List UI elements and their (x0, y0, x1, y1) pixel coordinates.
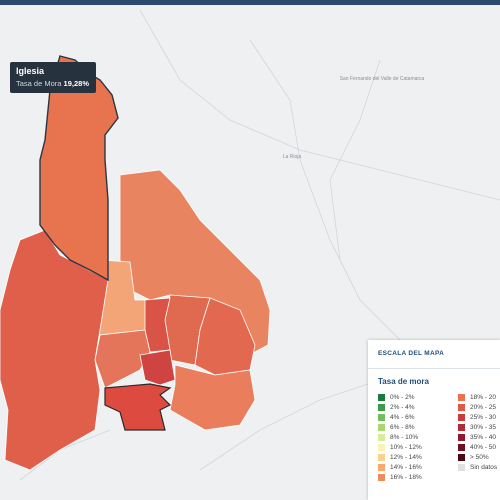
region-selected[interactable] (104, 383, 172, 431)
tooltip-label: Tasa de Mora (16, 79, 62, 88)
region[interactable] (94, 329, 151, 389)
legend-label: 12% - 14% (390, 454, 422, 462)
region-hovered[interactable] (39, 55, 119, 282)
region[interactable] (139, 349, 176, 386)
legend-label: 8% - 10% (390, 434, 419, 442)
top-bar (0, 0, 500, 5)
legend-item[interactable]: 10% - 12% (378, 444, 422, 452)
legend-swatch (458, 394, 465, 401)
legend-label: 30% - 35 (470, 424, 497, 432)
legend-label: 14% - 16% (390, 464, 422, 472)
legend-swatch (378, 444, 385, 451)
legend-item[interactable]: 12% - 14% (378, 454, 422, 462)
legend-label: 0% - 2% (390, 394, 415, 402)
legend-label: 2% - 4% (390, 404, 415, 412)
legend-title: Tasa de mora (378, 377, 429, 386)
legend-swatch (378, 474, 385, 481)
legend-label: > 50% (470, 454, 489, 462)
legend-item[interactable]: > 50% (458, 454, 489, 462)
legend-label: 10% - 12% (390, 444, 422, 452)
legend-item[interactable]: 0% - 2% (378, 394, 415, 402)
legend-swatch (458, 404, 465, 411)
legend-item[interactable]: 40% - 50 (458, 444, 496, 452)
tooltip-line: Tasa de Mora 19,28% (16, 79, 89, 88)
tooltip: Iglesia Tasa de Mora 19,28% (10, 62, 96, 93)
tooltip-title: Iglesia (16, 66, 45, 76)
map-place-label: San Fernando del Valle de Catamarca (340, 76, 425, 82)
legend-item[interactable]: 8% - 10% (378, 434, 418, 442)
legend-label: 4% - 6% (390, 414, 415, 422)
legend-swatch (378, 434, 385, 441)
legend-label: 18% - 20 (470, 394, 497, 402)
legend-item[interactable]: 35% - 40 (458, 434, 496, 442)
legend-swatch (378, 414, 385, 421)
legend-label: 25% - 30 (470, 414, 497, 422)
legend-swatch (458, 424, 465, 431)
legend-swatch (458, 454, 465, 461)
legend-label: Sin datos (470, 464, 498, 472)
legend-swatch (458, 434, 465, 441)
map-place-label: La Rioja (283, 154, 302, 160)
tooltip-value: 19,28% (63, 79, 89, 88)
roads (19, 9, 500, 481)
legend-panel: ESCALA DEL MAPA Tasa de mora 0% - 2% 2% -… (368, 340, 500, 500)
legend-label: 35% - 40 (470, 434, 497, 442)
legend-swatch (378, 454, 385, 461)
legend-item[interactable]: 4% - 6% (378, 414, 415, 422)
divider (368, 368, 500, 369)
legend-header: ESCALA DEL MAPA (378, 350, 445, 357)
legend-swatch (378, 464, 385, 471)
legend-item[interactable]: 20% - 25 (458, 404, 496, 412)
legend-item[interactable]: Sin datos (458, 464, 497, 472)
legend-swatch (378, 404, 385, 411)
legend-swatch (378, 394, 385, 401)
legend-swatch (458, 414, 465, 421)
legend-item[interactable]: 14% - 16% (378, 464, 422, 472)
legend-item[interactable]: 30% - 35 (458, 424, 496, 432)
legend-item[interactable]: 16% - 18% (378, 474, 422, 482)
legend-item[interactable]: 2% - 4% (378, 404, 415, 412)
legend-swatch (458, 444, 465, 451)
legend-swatch (458, 464, 465, 471)
legend-label: 6% - 8% (390, 424, 415, 432)
legend-item[interactable]: 6% - 8% (378, 424, 415, 432)
legend-item[interactable]: 18% - 20 (458, 394, 496, 402)
legend-swatch (378, 424, 385, 431)
legend-item[interactable]: 25% - 30 (458, 414, 496, 422)
legend-label: 40% - 50 (470, 444, 497, 452)
legend-label: 20% - 25 (470, 404, 497, 412)
legend-label: 16% - 18% (390, 474, 422, 482)
region[interactable] (169, 364, 256, 431)
